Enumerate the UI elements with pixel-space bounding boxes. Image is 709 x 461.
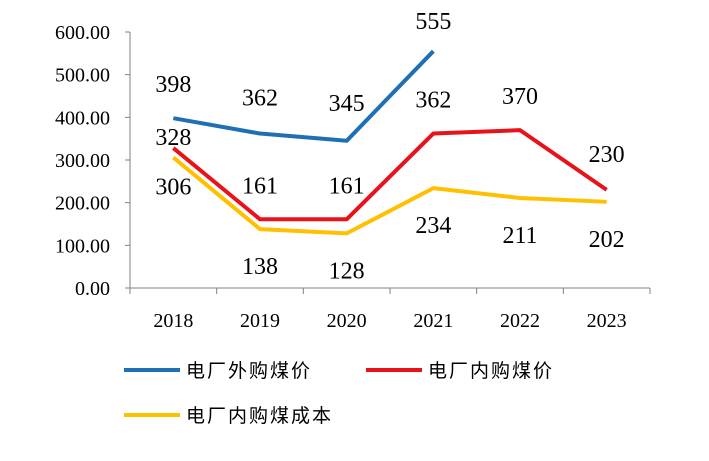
data-label: 306 [155,174,191,200]
data-labels: 398 362 345 555 328 161 161 362 370 230 306 138 128 2… [155,9,624,284]
y-tick-label: 0.00 [75,278,110,300]
data-label: 370 [502,84,538,110]
series-line-internal-purchase-cost [172,155,607,236]
data-label: 362 [415,88,451,114]
series-line-internal-purchase-price [172,128,608,222]
data-label: 128 [329,258,365,284]
x-tick-label: 2021 [413,310,453,332]
data-label: 138 [242,254,278,280]
x-tick-label: 2020 [327,310,367,332]
y-tick-label: 300.00 [55,150,110,172]
y-tick-label: 500.00 [55,65,110,87]
data-label: 362 [242,86,278,112]
series-lines [172,49,608,236]
x-tick-label: 2019 [240,310,280,332]
data-label: 398 [155,72,191,98]
y-tick-label: 600.00 [55,22,110,44]
data-label: 211 [502,223,537,249]
data-label: 328 [155,125,191,151]
data-label: 161 [329,173,365,199]
data-label: 345 [329,91,365,117]
series-line-external-purchase-price [172,49,435,143]
data-label: 555 [415,9,451,35]
legend-label: 电厂内购煤价 [428,360,554,382]
legend-label: 电厂外购煤价 [186,360,312,382]
y-tick-label: 200.00 [55,193,110,215]
legend-label: 电厂内购煤成本 [186,405,333,427]
x-tick-label: 2018 [153,310,193,332]
x-axis-tick-labels: 2018 2019 2020 2021 2022 2023 [153,310,626,332]
y-axis-tick-labels: 0.00 100.00 200.00 300.00 400.00 500.00 600.00 [55,22,110,300]
axes [125,31,651,294]
data-label: 202 [589,227,625,253]
data-label: 234 [415,213,451,239]
x-tick-label: 2022 [500,310,540,332]
x-tick-label: 2023 [587,310,627,332]
data-label: 161 [242,173,278,199]
data-label: 230 [589,142,625,168]
y-tick-label: 400.00 [55,107,110,129]
y-tick-label: 100.00 [55,235,110,257]
